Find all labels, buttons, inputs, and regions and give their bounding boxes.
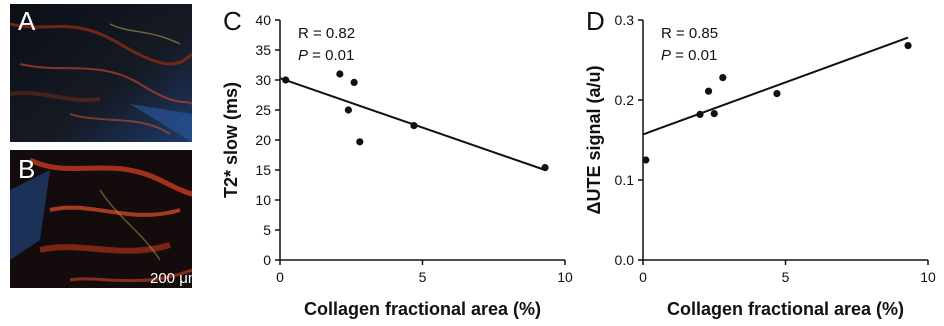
- data-point: [350, 78, 358, 86]
- x-tick-label: 5: [782, 269, 790, 285]
- x-axis-title: Collagen fractional area (%): [667, 299, 904, 319]
- data-point: [541, 164, 549, 172]
- p-symbol: P: [661, 47, 671, 64]
- x-tick-label: 0: [276, 269, 284, 285]
- x-axis-title: Collagen fractional area (%): [304, 299, 541, 319]
- data-point: [344, 106, 352, 114]
- data-point: [719, 74, 727, 82]
- r-statistic: R = 0.85: [661, 25, 718, 42]
- p-value: = 0.01: [308, 47, 354, 64]
- data-point: [773, 90, 781, 98]
- panel-label: D: [586, 6, 605, 36]
- data-point: [356, 138, 364, 146]
- y-tick-label: 40: [255, 12, 271, 28]
- x-tick-label: 5: [419, 269, 427, 285]
- y-axis-title: T2* slow (ms): [221, 82, 241, 198]
- data-point: [710, 110, 718, 118]
- microscopy-image-b: B: [10, 150, 192, 288]
- chart-d: D 0.0 0.1 0.2 0.3 0 5 10 Collagen fractional are…: [584, 6, 936, 319]
- panel-label: C: [223, 6, 242, 36]
- panel-label-a: A: [18, 6, 36, 36]
- y-tick-label: 5: [263, 222, 271, 238]
- p-statistic: P = 0.01: [298, 47, 354, 64]
- scalebar: [148, 289, 186, 292]
- panel-label-b: B: [18, 154, 36, 184]
- y-tick-label: 25: [255, 102, 271, 118]
- regression-line: [642, 36, 909, 136]
- y-tick-label: 0.3: [615, 12, 635, 28]
- p-value: = 0.01: [671, 47, 717, 64]
- y-tick-label: 0: [263, 252, 271, 268]
- y-tick-label: 10: [255, 192, 271, 208]
- y-tick-label: 15: [255, 162, 271, 178]
- p-statistic: P = 0.01: [661, 47, 717, 64]
- r-statistic: R = 0.82: [298, 25, 355, 42]
- y-tick-label: 0.1: [615, 172, 635, 188]
- data-point: [336, 70, 344, 78]
- y-tick-label: 0.2: [615, 92, 635, 108]
- data-point: [904, 42, 912, 50]
- chart-c: C 0 5 10 15 20 25 30 35 40 0 5 10 Collagen fractional…: [221, 6, 573, 319]
- y-tick-label: 0.0: [615, 252, 635, 268]
- data-point: [282, 76, 290, 84]
- scalebar-label: 200 μm: [150, 270, 201, 287]
- x-tick-label: 10: [557, 269, 573, 285]
- x-tick-label: 10: [920, 269, 936, 285]
- y-axis-title: ΔUTE signal (a/u): [584, 66, 604, 215]
- data-point: [410, 122, 418, 130]
- y-tick-label: 35: [255, 42, 271, 58]
- data-point: [642, 156, 650, 164]
- microscopy-image-a: A: [10, 4, 192, 142]
- data-point: [696, 110, 704, 118]
- p-symbol: P: [298, 47, 308, 64]
- y-tick-label: 30: [255, 72, 271, 88]
- y-tick-label: 20: [255, 132, 271, 148]
- data-point: [704, 87, 713, 95]
- x-tick-label: 0: [639, 269, 647, 285]
